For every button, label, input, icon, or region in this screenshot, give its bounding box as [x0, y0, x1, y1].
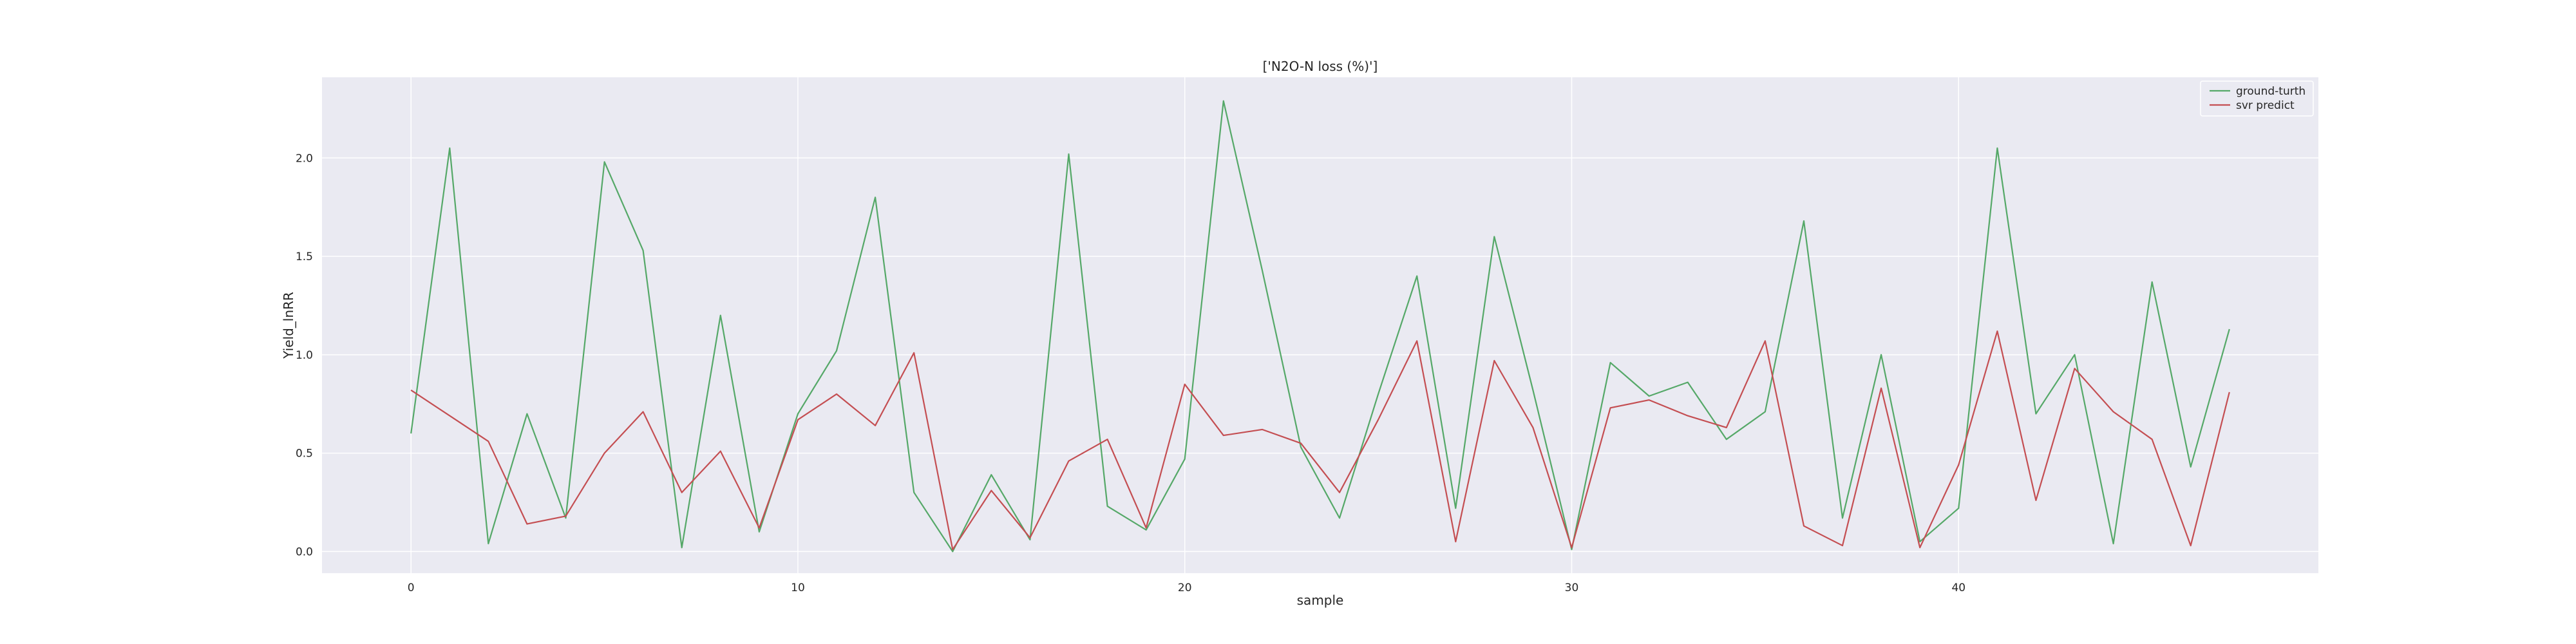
series-line-svr-predict	[410, 330, 2230, 551]
y-tick-label: 0.0	[296, 545, 313, 558]
y-tick-label: 0.5	[296, 448, 313, 460]
legend-box	[2200, 80, 2314, 117]
legend: ground-turth svr predict	[2200, 80, 2314, 117]
x-tick-label: 20	[1178, 582, 1192, 594]
x-tick-label: 10	[791, 582, 805, 594]
y-tick-label: 1.0	[296, 349, 313, 362]
tick-labels: 0 10 20 30 40 0.0 0.5 1.0 1.5 2.0	[296, 152, 1965, 594]
x-tick-label: 40	[1951, 582, 1965, 594]
series-line-ground-turth	[410, 100, 2230, 553]
y-tick-label: 2.0	[296, 152, 313, 165]
x-axis-label: sample	[1297, 592, 1344, 608]
plot-area	[322, 77, 2318, 573]
legend-label-ground-turth: ground-turth	[2236, 85, 2306, 98]
series-lines	[410, 100, 2230, 553]
legend-label-svr-predict: svr predict	[2236, 99, 2295, 112]
x-tick-label: 30	[1565, 582, 1579, 594]
chart-title: ['N2O-N loss (%)']	[1263, 59, 1378, 74]
x-tick-label: 0	[408, 582, 415, 594]
y-tick-label: 1.5	[296, 251, 313, 263]
y-axis-label: Yield_lnRR	[281, 292, 296, 359]
